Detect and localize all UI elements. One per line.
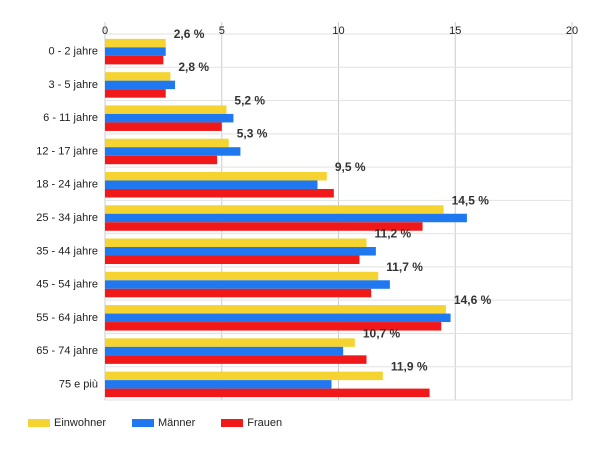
bar-frauen — [105, 355, 367, 364]
bar-mnner — [105, 180, 318, 189]
data-label: 2,8 % — [178, 60, 209, 74]
legend-item-einwohner: Einwohner — [28, 417, 106, 429]
bar-frauen — [105, 188, 334, 198]
category-label: 55 - 64 jahre — [36, 312, 98, 324]
category-labels: 0 - 2 jahre 3 - 5 jahre 6 - 11 jahre 12 - 1… — [36, 46, 98, 391]
bar-frauen — [105, 89, 166, 98]
legend-label-maenner: Männer — [157, 417, 196, 429]
x-tick-label: 10 — [332, 25, 344, 37]
bar-frauen — [105, 55, 164, 65]
category-label: 45 - 54 jahre — [36, 279, 98, 291]
category-label: 65 - 74 jahre — [36, 345, 98, 357]
bar-einwohner — [105, 72, 171, 81]
bar-einwohner — [105, 171, 327, 181]
data-labels: 2,6 % 2,8 % 5,2 % 5,3 % 9,5 % 14,5 % 11,2 % 11,… — [174, 27, 492, 374]
bar-einwohner — [105, 105, 227, 114]
grid — [104, 22, 573, 401]
data-label: 5,3 % — [237, 127, 268, 141]
bar-frauen — [105, 255, 360, 265]
legend: Einwohner Männer Frauen — [28, 417, 308, 429]
bar-mnner — [105, 346, 344, 356]
data-label: 2,6 % — [174, 27, 205, 41]
bar-mnner — [105, 147, 241, 156]
bar-einwohner — [105, 305, 446, 314]
bar-mnner — [105, 113, 234, 123]
data-label: 5,2 % — [234, 93, 265, 107]
category-label: 75 e più — [59, 378, 98, 390]
x-axis-ticks: 0 5 10 15 20 — [102, 25, 578, 37]
data-label: 14,6 % — [454, 293, 492, 307]
legend-swatch-maenner — [131, 419, 154, 427]
category-label: 25 - 34 jahre — [36, 212, 98, 224]
category-label: 12 - 17 jahre — [36, 145, 98, 157]
x-tick-label: 0 — [102, 25, 108, 37]
data-label: 10,7 % — [363, 326, 401, 340]
bar-frauen — [105, 388, 430, 398]
bar-mnner — [105, 80, 176, 90]
data-label: 9,5 % — [335, 160, 366, 174]
legend-item-maenner: Männer — [131, 417, 196, 429]
bar-mnner — [105, 47, 166, 56]
legend-swatch-einwohner — [28, 419, 50, 427]
bar-frauen — [105, 122, 222, 131]
bar-mnner — [105, 213, 467, 223]
category-label: 18 - 24 jahre — [36, 179, 98, 191]
bar-mnner — [105, 280, 390, 289]
data-label: 11,9 % — [391, 360, 428, 374]
bar-einwohner — [105, 138, 229, 148]
bars — [105, 38, 467, 398]
x-tick-label: 20 — [566, 25, 578, 37]
bar-einwohner — [105, 238, 367, 248]
bar-frauen — [105, 155, 218, 165]
bar-einwohner — [105, 371, 383, 381]
category-label: 3 - 5 jahre — [48, 79, 98, 91]
legend-item-frauen: Frauen — [221, 417, 282, 429]
category-label: 0 - 2 jahre — [48, 46, 98, 58]
bar-mnner — [105, 313, 451, 323]
x-tick-label: 15 — [449, 25, 461, 37]
bar-mnner — [105, 380, 332, 389]
bar-frauen — [105, 288, 372, 298]
data-label: 11,7 % — [386, 260, 423, 274]
category-label: 35 - 44 jahre — [36, 245, 98, 257]
bar-mnner — [105, 247, 376, 256]
legend-label-frauen: Frauen — [247, 417, 283, 429]
data-label: 14,5 % — [452, 193, 490, 207]
bar-einwohner — [105, 205, 444, 214]
bar-einwohner — [105, 38, 166, 48]
data-label: 11,2 % — [375, 227, 412, 241]
legend-swatch-frauen — [221, 419, 244, 427]
category-label: 6 - 11 jahre — [43, 112, 98, 124]
bar-chart: 0 5 10 15 20 0 - 2 jahre 3 - 5 jahre 6 - 11 ja… — [36, 22, 578, 401]
bar-einwohner — [105, 338, 355, 347]
bar-frauen — [105, 322, 442, 331]
bar-einwohner — [105, 271, 379, 281]
x-tick-label: 5 — [219, 25, 225, 37]
legend-label-einwohner: Einwohner — [54, 417, 106, 429]
bar-frauen — [105, 222, 423, 231]
